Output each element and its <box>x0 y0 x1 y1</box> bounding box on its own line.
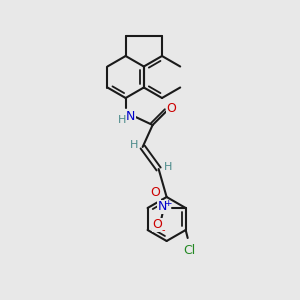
Text: N: N <box>126 110 135 124</box>
Text: H: H <box>117 115 126 125</box>
Text: H: H <box>164 162 172 172</box>
Text: O: O <box>153 218 163 232</box>
Text: O: O <box>151 187 160 200</box>
Text: O: O <box>167 101 177 115</box>
Text: N: N <box>158 200 167 214</box>
Text: Cl: Cl <box>184 244 196 257</box>
Text: -: - <box>162 225 165 235</box>
Text: +: + <box>164 199 171 208</box>
Text: H: H <box>129 140 138 150</box>
